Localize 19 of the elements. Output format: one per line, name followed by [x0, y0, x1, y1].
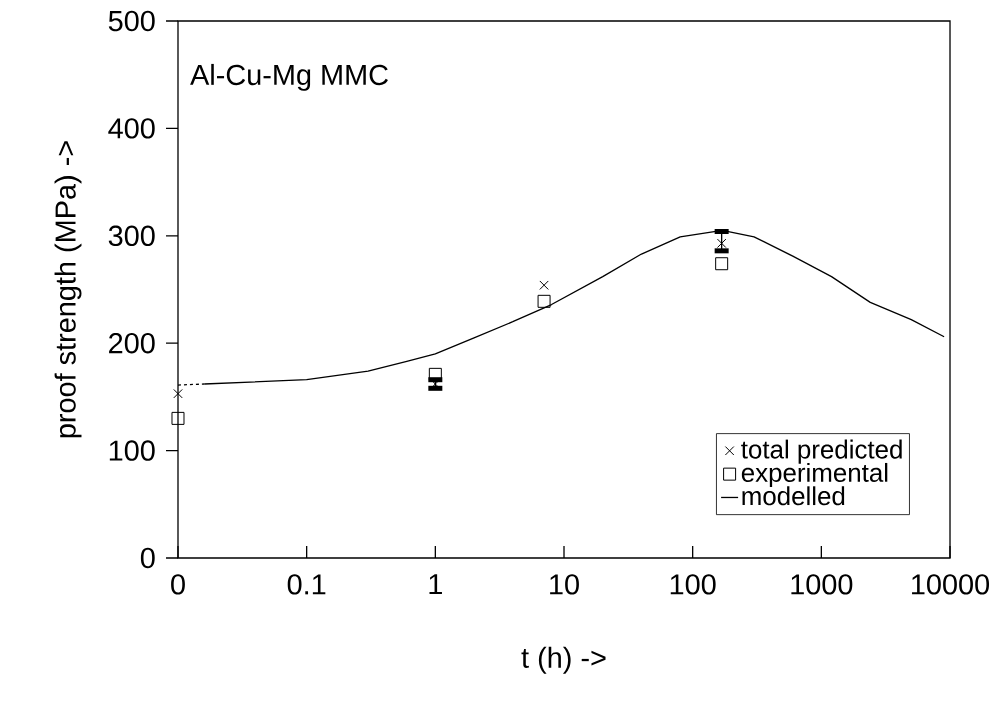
y-tick-label: 500	[108, 10, 155, 32]
y-tick-label: 100	[109, 440, 155, 461]
annotation: Al-Cu-Mg MMC	[190, 63, 388, 91]
legend-label: modelled	[742, 486, 845, 506]
legend-label: total predicted	[741, 439, 902, 464]
x-tick-label: 0.1	[287, 574, 326, 595]
x-tick-label: 10	[550, 574, 579, 595]
y-axis-title: proof strength (MPa) ->	[54, 141, 82, 438]
x-tick-label: 10000	[912, 574, 990, 595]
y-tick-label: 200	[109, 332, 155, 354]
x-tick-label: 1	[429, 574, 442, 595]
y-tick-label: 400	[108, 118, 155, 139]
x-tick-label: 1000	[791, 574, 853, 595]
x-axis-title: t (h) ->	[521, 646, 606, 674]
y-tick-label: 300	[108, 225, 155, 247]
y-tick-label: 0	[140, 547, 155, 569]
x-tick-label: 100	[670, 574, 716, 595]
legend-label: experimental	[741, 462, 888, 488]
x-tick-label: 0	[171, 574, 185, 595]
